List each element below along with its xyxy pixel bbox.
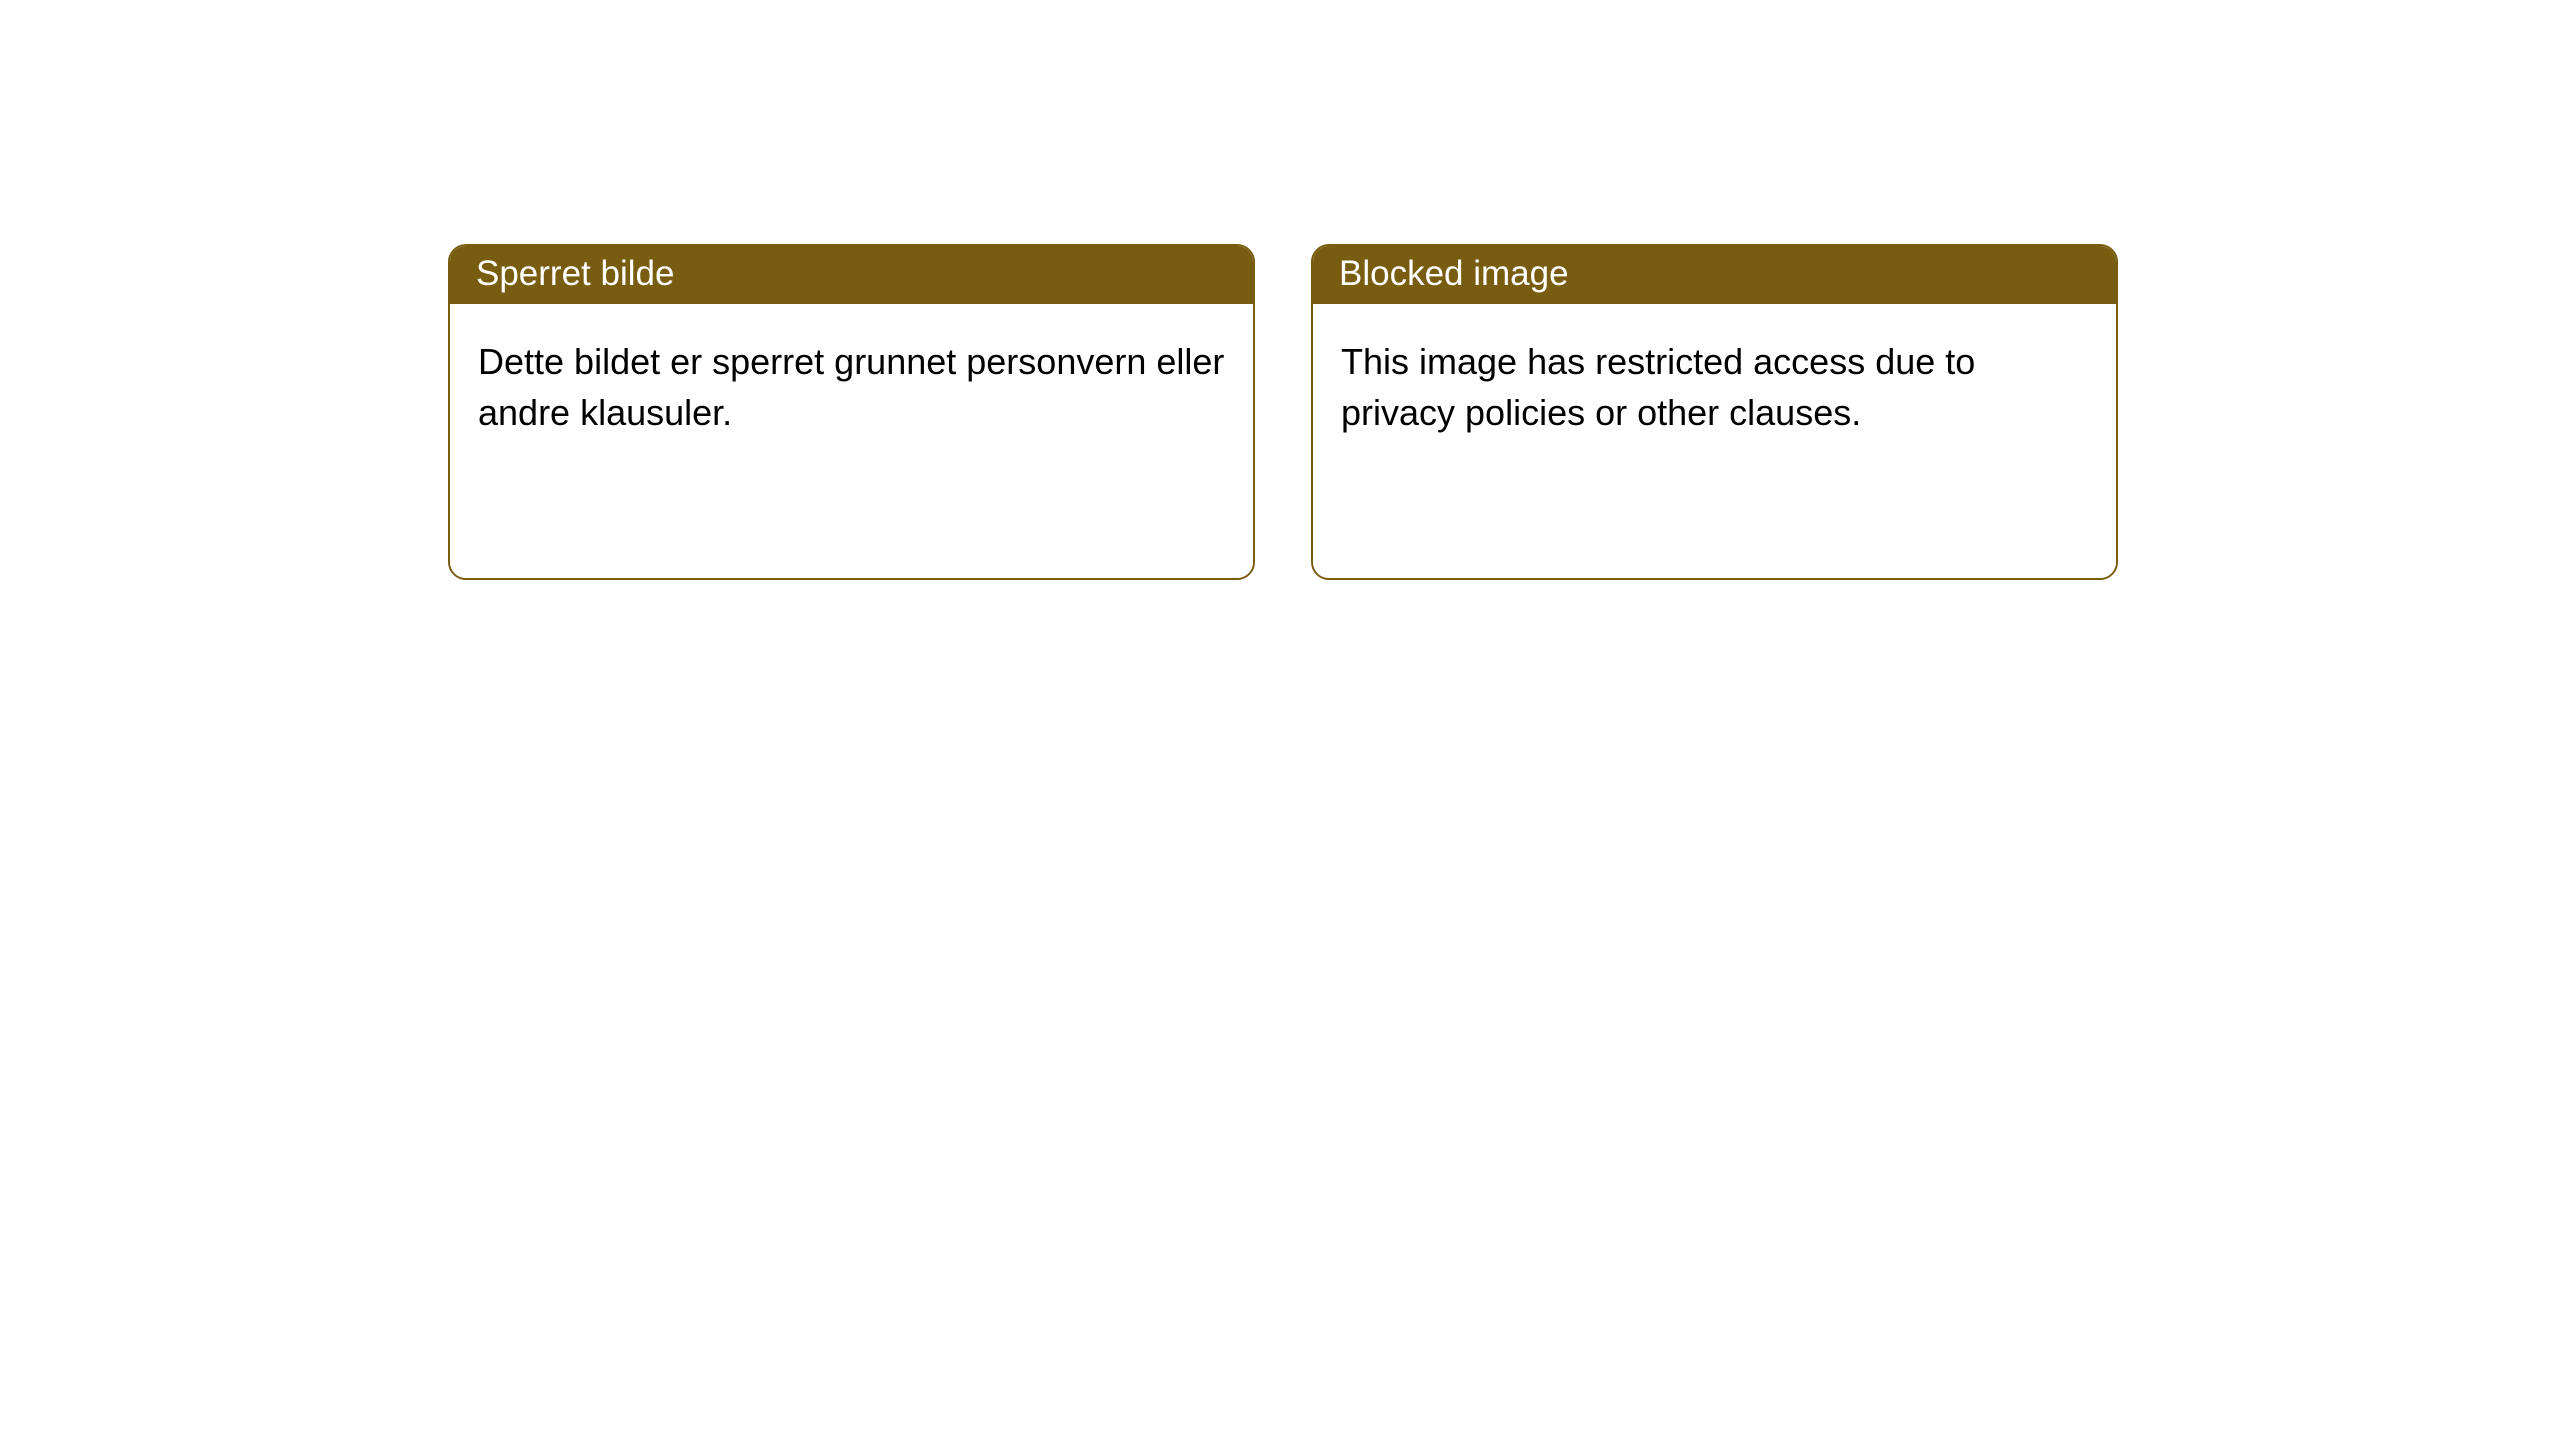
cards-container: Sperret bilde Dette bildet er sperret gr… xyxy=(448,244,2118,580)
card-body: Dette bildet er sperret grunnet personve… xyxy=(450,304,1253,578)
card-message: Dette bildet er sperret grunnet personve… xyxy=(478,336,1225,439)
card-title: Sperret bilde xyxy=(476,254,674,294)
card-body: This image has restricted access due to … xyxy=(1313,304,2116,578)
card-title: Blocked image xyxy=(1339,254,1569,294)
card-header: Sperret bilde xyxy=(450,246,1253,304)
card-header: Blocked image xyxy=(1313,246,2116,304)
card-english: Blocked image This image has restricted … xyxy=(1311,244,2118,580)
card-norwegian: Sperret bilde Dette bildet er sperret gr… xyxy=(448,244,1255,580)
card-message: This image has restricted access due to … xyxy=(1341,336,2088,439)
